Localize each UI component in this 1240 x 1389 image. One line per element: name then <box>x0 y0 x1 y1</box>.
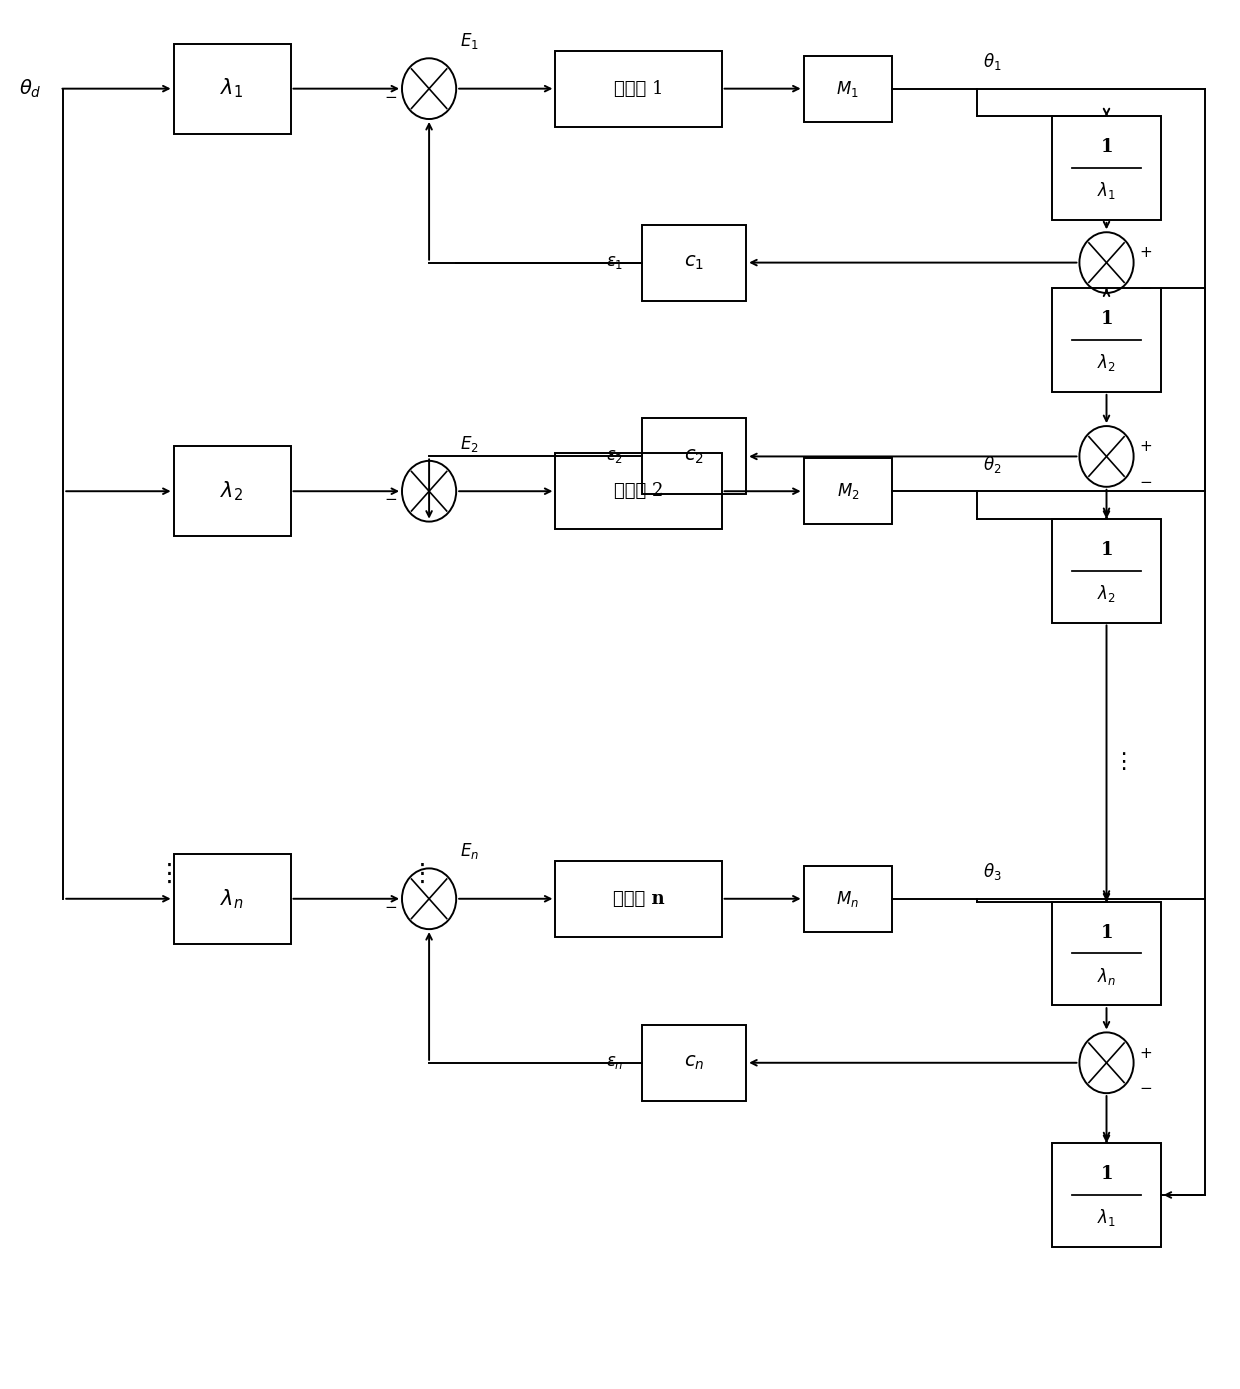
Text: $E_1$: $E_1$ <box>460 32 479 51</box>
Text: $+$: $+$ <box>1138 246 1152 261</box>
Bar <box>174 854 290 943</box>
Text: 控制器 2: 控制器 2 <box>614 482 663 500</box>
Text: $\vdots$: $\vdots$ <box>156 863 172 886</box>
Text: $-$: $-$ <box>384 492 397 506</box>
Text: $\varepsilon_n$: $\varepsilon_n$ <box>605 1054 622 1071</box>
Bar <box>556 50 722 126</box>
Bar <box>804 865 893 932</box>
Text: $\theta_2$: $\theta_2$ <box>983 454 1002 475</box>
Text: 1: 1 <box>1100 310 1112 328</box>
Bar <box>556 453 722 529</box>
Text: $+$: $+$ <box>1138 440 1152 454</box>
Bar <box>174 44 290 133</box>
Bar <box>174 446 290 536</box>
Text: $E_2$: $E_2$ <box>460 433 479 454</box>
Text: $\theta_d$: $\theta_d$ <box>19 78 42 100</box>
Text: $\vdots$: $\vdots$ <box>1112 751 1126 774</box>
Text: $\lambda_2$: $\lambda_2$ <box>221 479 243 503</box>
Text: $\lambda_2$: $\lambda_2$ <box>1097 353 1116 374</box>
Text: $\lambda_1$: $\lambda_1$ <box>1097 181 1116 201</box>
Bar <box>804 56 893 122</box>
Text: $-$: $-$ <box>384 899 397 913</box>
Text: $\lambda_n$: $\lambda_n$ <box>1097 965 1116 986</box>
Text: $-$: $-$ <box>1138 281 1152 294</box>
Text: $\varepsilon_1$: $\varepsilon_1$ <box>605 254 622 271</box>
Bar <box>641 225 746 300</box>
Bar <box>1053 519 1161 622</box>
Text: 1: 1 <box>1100 924 1112 942</box>
Bar <box>556 861 722 936</box>
Text: $\lambda_n$: $\lambda_n$ <box>221 888 244 911</box>
Text: $\theta_3$: $\theta_3$ <box>983 861 1002 882</box>
Text: $c_2$: $c_2$ <box>684 447 704 465</box>
Bar <box>1053 289 1161 392</box>
Text: 1: 1 <box>1100 1165 1112 1183</box>
Text: 控制器 1: 控制器 1 <box>614 79 663 97</box>
Bar <box>1053 901 1161 1006</box>
Text: $-$: $-$ <box>1138 1081 1152 1095</box>
Text: $\lambda_1$: $\lambda_1$ <box>1097 1207 1116 1228</box>
Text: $M_1$: $M_1$ <box>837 79 859 99</box>
Text: 控制器 n: 控制器 n <box>613 890 665 908</box>
Text: $c_n$: $c_n$ <box>683 1054 704 1072</box>
Text: 1: 1 <box>1100 542 1112 558</box>
Text: $-$: $-$ <box>384 89 397 103</box>
Text: $c_1$: $c_1$ <box>683 253 704 272</box>
Bar <box>804 458 893 525</box>
Text: $M_2$: $M_2$ <box>837 481 859 501</box>
Bar <box>641 418 746 494</box>
Text: 1: 1 <box>1100 139 1112 157</box>
Text: $+$: $+$ <box>1138 1047 1152 1061</box>
Text: $E_n$: $E_n$ <box>460 842 479 861</box>
Text: $\lambda_2$: $\lambda_2$ <box>1097 583 1116 604</box>
Text: $\vdots$: $\vdots$ <box>409 863 424 886</box>
Text: $\theta_1$: $\theta_1$ <box>983 51 1002 72</box>
Bar <box>641 1025 746 1100</box>
Bar <box>1053 1143 1161 1247</box>
Text: $\lambda_1$: $\lambda_1$ <box>221 76 243 100</box>
Text: $\varepsilon_2$: $\varepsilon_2$ <box>606 447 622 465</box>
Bar <box>1053 117 1161 219</box>
Text: $-$: $-$ <box>1138 474 1152 488</box>
Text: $M_n$: $M_n$ <box>837 889 859 908</box>
